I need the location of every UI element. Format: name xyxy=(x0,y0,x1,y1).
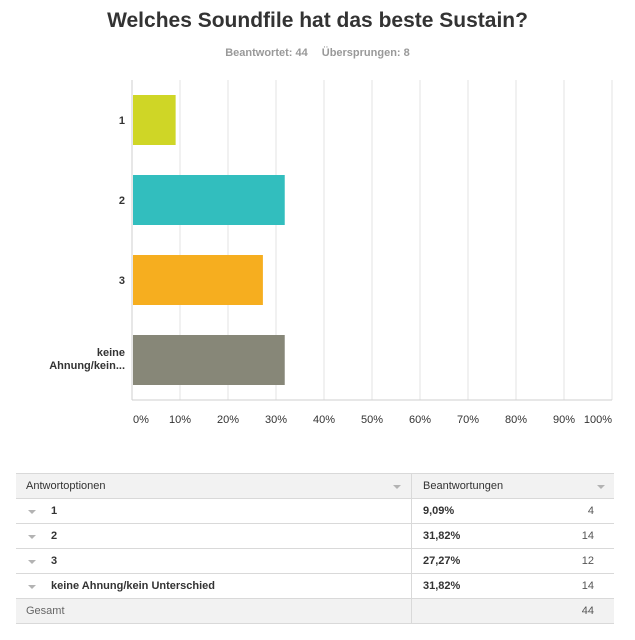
option-label: 3 xyxy=(51,555,58,567)
percent-value: 31,82% xyxy=(423,580,461,592)
x-tick-label: 30% xyxy=(265,414,287,426)
page-title: Welches Soundfile hat das beste Sustain? xyxy=(107,9,528,32)
option-label: 1 xyxy=(51,505,58,517)
table-row: 3 27,27% 12 xyxy=(16,548,614,574)
option-label: keine Ahnung/kein Unterschied xyxy=(51,580,216,592)
count-value: 14 xyxy=(581,580,594,592)
x-tick-label: 80% xyxy=(505,414,527,426)
bar xyxy=(133,175,285,225)
total-label: Gesamt xyxy=(26,605,65,617)
expand-caret-icon[interactable] xyxy=(28,535,36,539)
sort-caret-icon[interactable] xyxy=(393,485,401,489)
category-label: Ahnung/kein... xyxy=(49,360,125,372)
x-tick-label: 70% xyxy=(457,414,479,426)
total-count: 44 xyxy=(581,605,594,617)
bar xyxy=(133,255,263,305)
x-tick-label: 60% xyxy=(409,414,431,426)
percent-value: 9,09% xyxy=(423,505,455,517)
category-label: keine xyxy=(97,347,125,359)
bar xyxy=(133,95,176,145)
percent-value: 27,27% xyxy=(423,555,461,567)
column-header-responses-label: Beantwortungen xyxy=(423,480,504,492)
response-summary: Beantwortet: 44 Übersprungen: 8 xyxy=(0,47,635,59)
expand-caret-icon[interactable] xyxy=(28,560,36,564)
category-label: 3 xyxy=(119,275,125,287)
column-header-options[interactable]: Antwortoptionen xyxy=(16,473,412,499)
x-tick-label: 20% xyxy=(217,414,239,426)
table-total-row: Gesamt 44 xyxy=(16,598,614,624)
x-tick-label: 40% xyxy=(313,414,335,426)
count-value: 14 xyxy=(581,530,594,542)
table-row: keine Ahnung/kein Unterschied 31,82% 14 xyxy=(16,573,614,599)
count-value: 12 xyxy=(581,555,594,567)
column-header-responses[interactable]: Beantwortungen xyxy=(411,473,614,499)
x-tick-label: 90% xyxy=(553,414,575,426)
table-header-row: Antwortoptionen Beantwortungen xyxy=(16,473,614,499)
answered-count: Beantwortet: 44 xyxy=(225,47,308,59)
sort-caret-icon[interactable] xyxy=(597,485,605,489)
skipped-count: Übersprungen: 8 xyxy=(321,47,410,59)
x-tick-label: 50% xyxy=(361,414,383,426)
expand-caret-icon[interactable] xyxy=(28,585,36,589)
category-label: 1 xyxy=(119,115,125,127)
results-table: Antwortoptionen Beantwortungen 1 9,09% 4 … xyxy=(16,473,614,624)
table-row: 1 9,09% 4 xyxy=(16,498,614,524)
category-label: 2 xyxy=(119,195,125,207)
x-tick-label: 10% xyxy=(169,414,191,426)
table-row: 2 31,82% 14 xyxy=(16,523,614,549)
percent-value: 31,82% xyxy=(423,530,461,542)
expand-caret-icon[interactable] xyxy=(28,510,36,514)
bar-chart: 0% 10% 20% 30% 40% 50% 60% 70% 80% 90% 100% 1 2 3 kein… xyxy=(49,80,613,426)
column-header-options-label: Antwortoptionen xyxy=(26,480,106,492)
x-tick-label: 100% xyxy=(584,414,612,426)
option-label: 2 xyxy=(51,530,58,542)
x-tick-label: 0% xyxy=(133,414,149,426)
count-value: 4 xyxy=(587,505,594,517)
bar xyxy=(133,335,285,385)
